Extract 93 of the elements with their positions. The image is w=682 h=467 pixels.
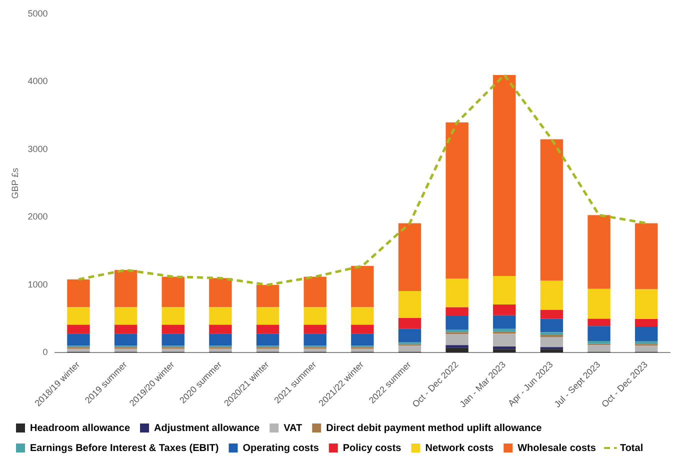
bar (209, 307, 232, 325)
bar (588, 341, 610, 344)
bar (540, 318, 564, 332)
bar (304, 348, 326, 352)
bar (634, 326, 658, 342)
bar (446, 278, 468, 308)
bar (493, 315, 516, 329)
bar (398, 328, 422, 342)
bar (446, 345, 468, 348)
y-tick-label: 1000 (28, 279, 48, 290)
bar (540, 139, 564, 281)
bar (351, 348, 374, 352)
legend-label: Wholesale costs (518, 442, 596, 454)
bar (634, 223, 658, 290)
bar (446, 307, 468, 316)
bar (209, 348, 232, 352)
bar (304, 307, 326, 325)
bar (351, 324, 374, 334)
bar (634, 345, 658, 352)
bar (256, 284, 280, 308)
bar (67, 334, 90, 346)
legend-label: Earnings Before Interest & Taxes (EBIT) (30, 442, 219, 454)
y-tick-label: 2000 (28, 212, 48, 222)
bar (256, 334, 280, 346)
y-tick-label: 3000 (28, 144, 48, 154)
bar (162, 307, 184, 325)
bar (351, 266, 374, 308)
bar (540, 332, 564, 335)
bar (304, 334, 326, 346)
bar (256, 324, 280, 334)
bar (446, 348, 468, 353)
bar (446, 330, 468, 332)
bar (398, 346, 422, 352)
bar (540, 336, 564, 348)
bar (162, 348, 184, 352)
bar (398, 290, 422, 318)
bar (351, 307, 374, 325)
legend-label: Direct debit payment method uplift allowance (326, 422, 542, 434)
bar (67, 279, 90, 308)
bar (493, 74, 516, 276)
bar (588, 288, 610, 319)
bar (209, 324, 232, 334)
bar (493, 349, 516, 353)
y-axis-title: GBP £s (10, 167, 20, 199)
bar (67, 307, 90, 325)
bar (634, 289, 658, 320)
legend-label: Headroom allowance (30, 422, 130, 434)
bar (304, 324, 326, 334)
bar (114, 324, 138, 334)
bar (588, 318, 610, 326)
y-tick-label: 5000 (28, 8, 48, 18)
bar (256, 348, 280, 352)
bar (588, 215, 610, 289)
bar (67, 348, 90, 352)
bar (114, 307, 138, 325)
bar (114, 334, 138, 346)
bar (493, 346, 516, 350)
bar (446, 334, 468, 346)
line-series (77, 74, 648, 286)
bar (398, 318, 422, 329)
bar (540, 349, 564, 353)
legend-label: VAT (284, 422, 302, 434)
bar (209, 334, 232, 346)
bar (540, 310, 564, 319)
bar (634, 319, 658, 326)
bar (162, 324, 184, 334)
bar (114, 270, 138, 308)
bar (588, 326, 610, 342)
bar (493, 276, 516, 304)
bar (446, 122, 468, 279)
legend-label: Network costs (425, 442, 494, 454)
legend-label: Operating costs (242, 442, 320, 454)
bar (493, 304, 516, 316)
legend-label: Adjustment allowance (154, 422, 260, 434)
y-tick-label: 0 (42, 347, 48, 358)
bar (493, 328, 516, 332)
legend-label: Policy costs (342, 442, 402, 454)
bar (114, 348, 138, 352)
bar (446, 316, 468, 330)
bar (588, 345, 610, 352)
bar (304, 276, 326, 308)
bar (209, 278, 232, 308)
bar (256, 307, 280, 325)
bar (540, 280, 564, 310)
y-tick-label: 4000 (28, 76, 48, 86)
bar (398, 223, 422, 291)
bar (493, 334, 516, 346)
bar (162, 334, 184, 346)
bar (634, 341, 658, 344)
bar (162, 276, 184, 308)
bar (67, 324, 90, 334)
legend-label: Total (620, 442, 644, 454)
bar (351, 334, 374, 346)
